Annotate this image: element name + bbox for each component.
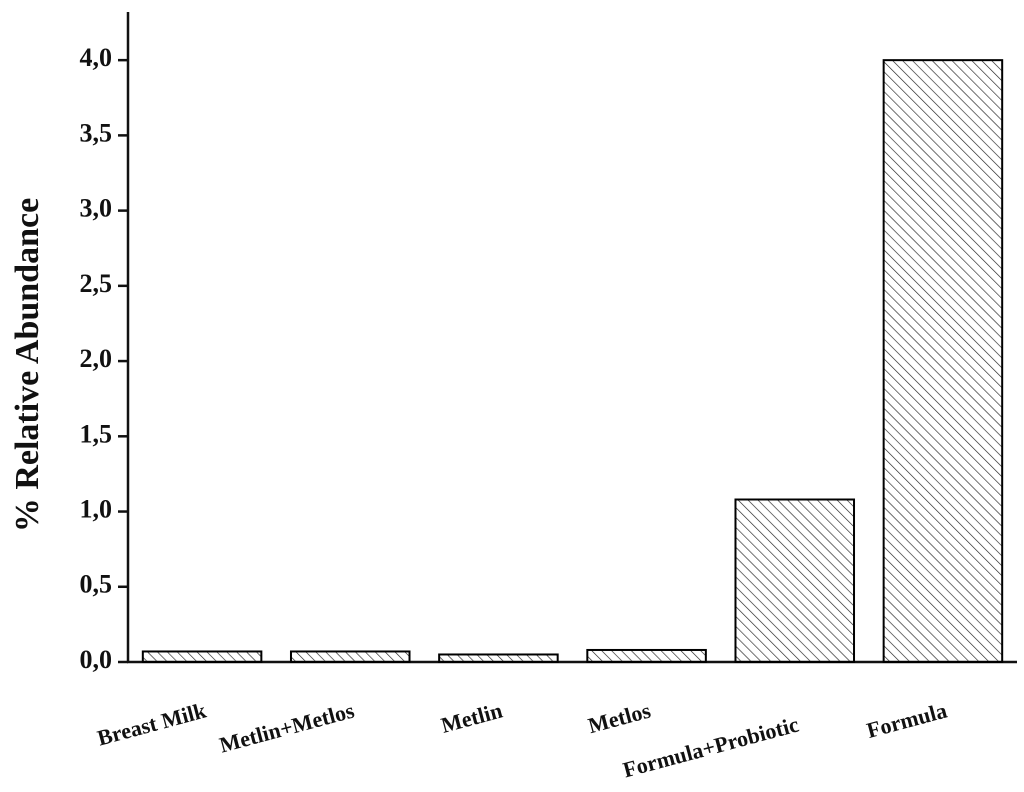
y-tick-label: 3,5	[80, 118, 113, 147]
x-tick-label: Formula	[864, 698, 950, 743]
y-tick-label: 2,5	[80, 269, 113, 298]
y-tick-label: 2,0	[80, 344, 113, 373]
x-tick-label: Breast Milk	[95, 697, 210, 750]
x-tick-label: Metlos	[585, 697, 653, 738]
bar	[734, 498, 856, 663]
y-tick-label: 0,0	[80, 645, 113, 674]
y-tick-label: 4,0	[80, 43, 113, 72]
bar	[289, 650, 411, 663]
y-tick-label: 3,0	[80, 194, 113, 223]
bar	[882, 59, 1004, 664]
bar	[586, 648, 707, 663]
y-axis-label: % Relative Abundance	[9, 198, 46, 532]
x-tick-label: Metlin+Metlos	[217, 697, 358, 757]
y-tick-label: 1,5	[80, 419, 113, 448]
bar	[438, 653, 559, 664]
y-tick-label: 1,0	[80, 495, 113, 524]
x-tick-label: Metlin	[438, 698, 505, 738]
y-tick-label: 0,5	[80, 570, 113, 599]
bar	[141, 650, 263, 663]
